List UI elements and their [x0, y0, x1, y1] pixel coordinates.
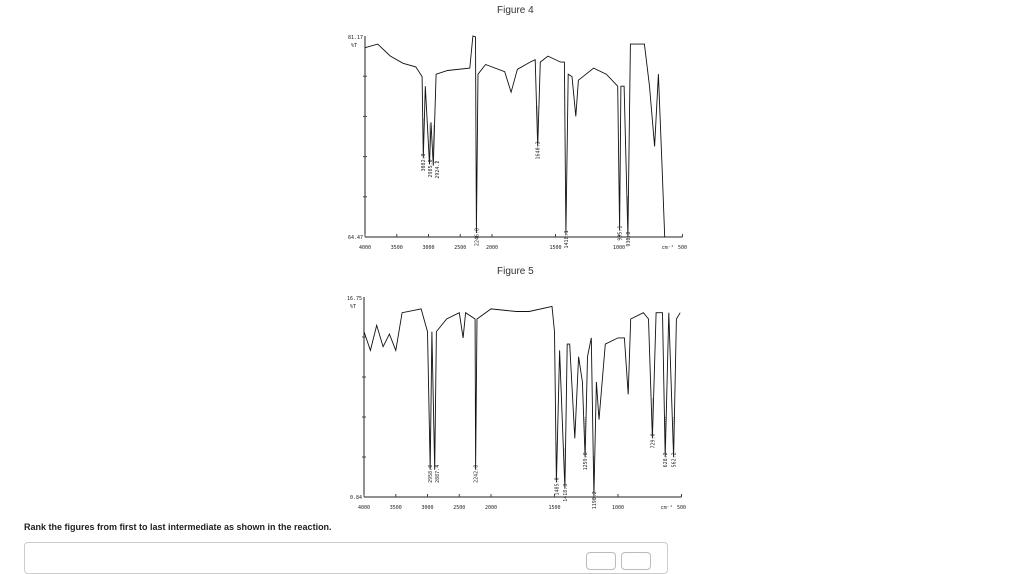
x-tick-label: 3000 [421, 505, 433, 511]
spectrum-line [364, 35, 666, 238]
x-tick-label: 1000 [612, 505, 624, 511]
x-axis-label: cm⁻¹ [661, 505, 673, 511]
peak-label: 995.1 [618, 226, 624, 241]
peak-label: 3082.8 [421, 153, 427, 171]
x-axis-label: cm⁻¹ [662, 245, 674, 251]
spectrum-line [363, 305, 681, 497]
x-tick-label: 2000 [485, 505, 497, 511]
peak-label: 628.2 [663, 452, 669, 467]
peak-label: 1418.3 [563, 484, 569, 502]
peak-label: 562.2 [672, 452, 678, 467]
figure-4-title: Figure 4 [497, 5, 534, 16]
y-axis-label: %T [351, 43, 357, 49]
figure-5-title: Figure 5 [497, 266, 534, 277]
x-tick-label: 500 [678, 245, 687, 251]
peak-label: 2246.8 [474, 228, 480, 246]
answer-button-2[interactable] [621, 552, 651, 570]
x-tick-label: 2500 [454, 245, 466, 251]
y-top-label: 81.17 [348, 35, 363, 41]
peak-label: 2242.8 [474, 465, 480, 483]
ir-spectra: 81.17 %T 64.47 4000 3500 3000 2500 2000 1500 1000… [347, 35, 687, 511]
x-tick-label: 3500 [390, 505, 402, 511]
peak-label: 729.0 [650, 433, 656, 448]
peak-label: 2887.4 [435, 465, 441, 483]
spectrum-figure-4: 81.17 %T 64.47 4000 3500 3000 2500 2000 1500 1000… [348, 35, 687, 251]
x-tick-label: 4000 [359, 245, 371, 251]
peak-label: 2924.2 [435, 161, 441, 179]
y-top-label: 16.75 [347, 296, 362, 302]
y-bottom-label: 0.84 [350, 495, 362, 501]
spectrum-figure-5: 16.75 %T 0.84 4000 3500 3000 2500 2000 1500 1000 5… [347, 296, 686, 511]
peak-label: 1259.8 [583, 452, 589, 470]
x-tick-label: 1000 [613, 245, 625, 251]
x-tick-label: 1500 [549, 245, 561, 251]
y-axis-label: %T [350, 304, 356, 310]
answer-box[interactable] [24, 542, 668, 574]
peak-label: 1418.1 [564, 230, 570, 248]
x-tick-label: 4000 [358, 505, 370, 511]
answer-button-1[interactable] [586, 552, 616, 570]
peak-label: 1485.0 [554, 477, 560, 495]
peak-label: 1190.2 [592, 491, 598, 509]
x-tick-label: 500 [677, 505, 686, 511]
x-tick-label: 3000 [422, 245, 434, 251]
x-tick-label: 2500 [453, 505, 465, 511]
peak-label: 930.8 [626, 232, 632, 247]
x-tick-label: 3500 [391, 245, 403, 251]
peak-label: 2958.0 [428, 465, 434, 483]
x-tick-label: 2000 [486, 245, 498, 251]
x-tick-label: 1500 [548, 505, 560, 511]
peak-label: 2985.0 [428, 159, 434, 177]
y-bottom-label: 64.47 [348, 235, 363, 241]
peak-label: 1640.3 [536, 141, 542, 159]
question-text: Rank the figures from first to last inte… [24, 522, 332, 532]
